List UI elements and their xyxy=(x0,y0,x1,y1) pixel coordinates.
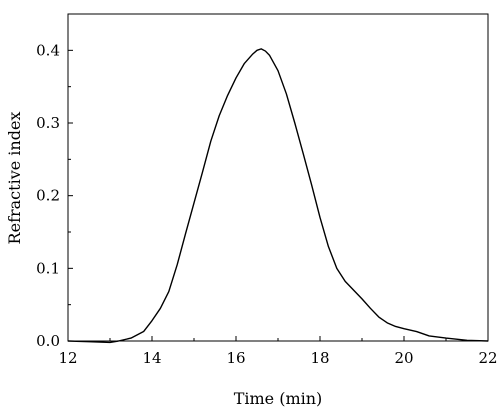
y-tick-label: 0.2 xyxy=(36,187,60,205)
y-tick-label: 0.0 xyxy=(36,332,60,350)
x-tick-label: 20 xyxy=(394,349,413,367)
tick-layer: 12 14 16 18 20 22 0.0 0.1 0.2 0.3 0.4 xyxy=(36,13,498,367)
x-tick-label: 18 xyxy=(310,349,329,367)
y-axis-title: Refractive index xyxy=(5,112,24,245)
x-tick-label: 12 xyxy=(58,349,77,367)
y-tick-label: 0.4 xyxy=(36,41,60,59)
y-tick-label: 0.3 xyxy=(36,114,60,132)
x-axis-title: Time (min) xyxy=(234,389,323,408)
x-tick-label: 16 xyxy=(226,349,245,367)
x-tick-label: 22 xyxy=(478,349,497,367)
plot-frame xyxy=(67,13,489,342)
series-line xyxy=(67,48,489,344)
x-tick-label: 14 xyxy=(142,349,161,367)
y-tick-label: 0.1 xyxy=(36,259,60,277)
line-layer xyxy=(67,48,489,344)
